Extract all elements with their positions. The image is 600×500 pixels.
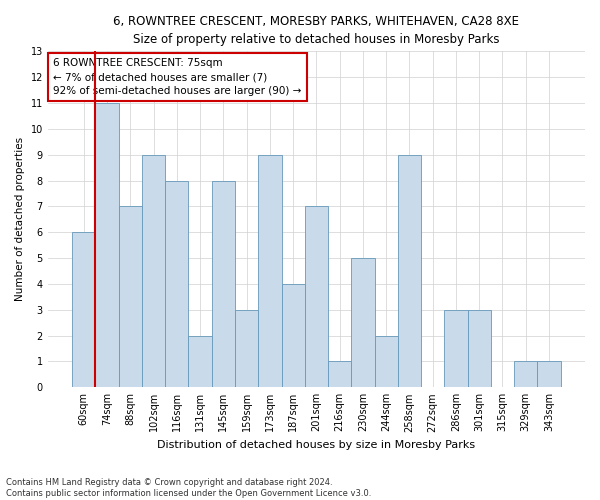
Bar bbox=[281, 284, 305, 388]
Bar bbox=[538, 362, 560, 388]
Bar bbox=[212, 180, 235, 388]
Bar bbox=[351, 258, 374, 388]
Bar bbox=[258, 154, 281, 388]
Text: Contains HM Land Registry data © Crown copyright and database right 2024.
Contai: Contains HM Land Registry data © Crown c… bbox=[6, 478, 371, 498]
Bar bbox=[95, 103, 119, 388]
Bar bbox=[328, 362, 351, 388]
Bar bbox=[467, 310, 491, 388]
Bar bbox=[188, 336, 212, 388]
Text: 6 ROWNTREE CRESCENT: 75sqm
← 7% of detached houses are smaller (7)
92% of semi-d: 6 ROWNTREE CRESCENT: 75sqm ← 7% of detac… bbox=[53, 58, 302, 96]
Bar bbox=[398, 154, 421, 388]
Bar bbox=[235, 310, 258, 388]
Bar bbox=[142, 154, 165, 388]
Y-axis label: Number of detached properties: Number of detached properties bbox=[15, 138, 25, 302]
Bar bbox=[514, 362, 538, 388]
Bar bbox=[165, 180, 188, 388]
Bar bbox=[119, 206, 142, 388]
Bar bbox=[305, 206, 328, 388]
Title: 6, ROWNTREE CRESCENT, MORESBY PARKS, WHITEHAVEN, CA28 8XE
Size of property relat: 6, ROWNTREE CRESCENT, MORESBY PARKS, WHI… bbox=[113, 15, 520, 46]
Bar bbox=[445, 310, 467, 388]
X-axis label: Distribution of detached houses by size in Moresby Parks: Distribution of detached houses by size … bbox=[157, 440, 475, 450]
Bar bbox=[374, 336, 398, 388]
Bar bbox=[72, 232, 95, 388]
